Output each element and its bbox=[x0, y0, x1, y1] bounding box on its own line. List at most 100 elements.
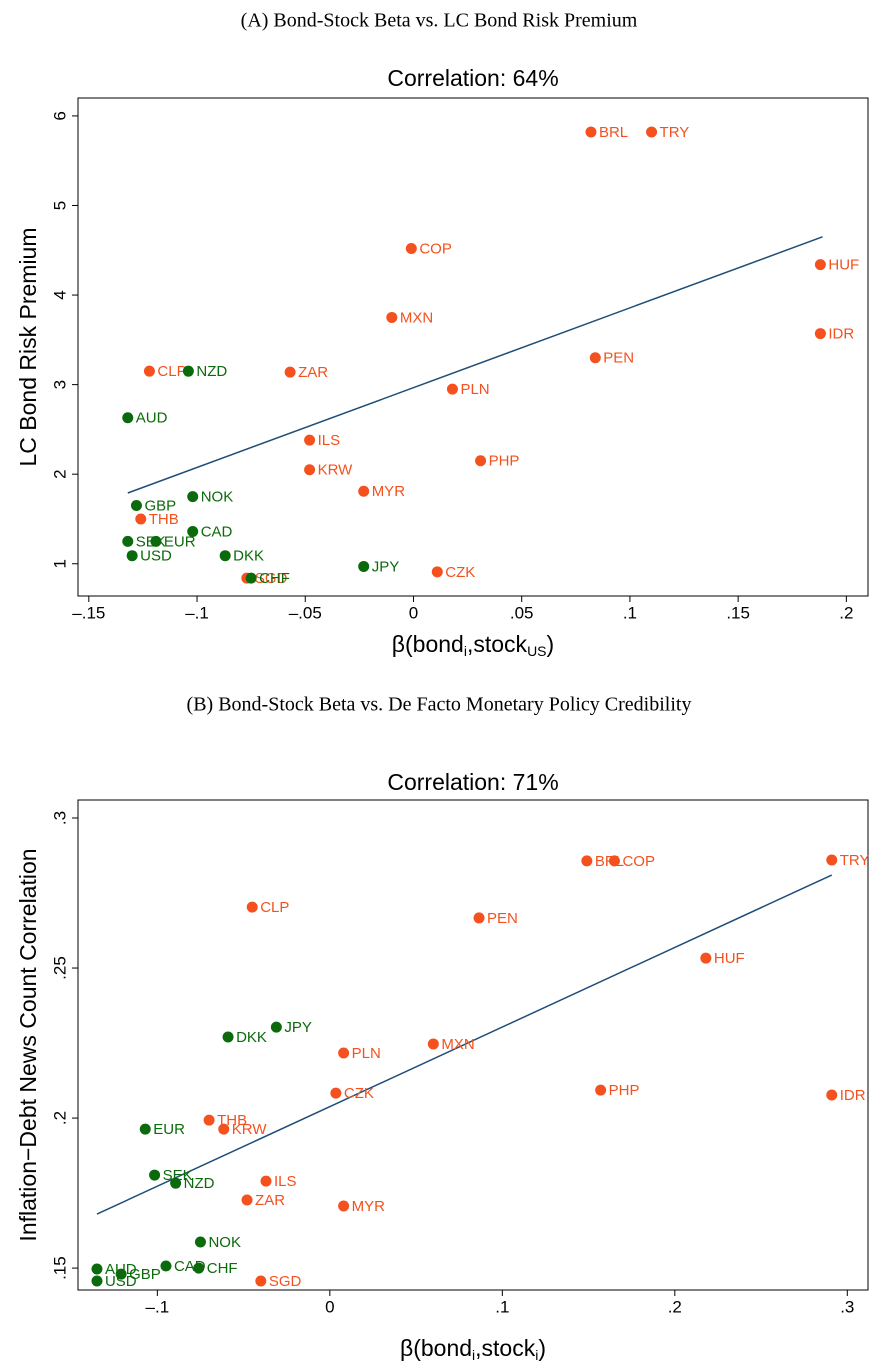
point bbox=[270, 1021, 282, 1033]
point-label: MYR bbox=[352, 1198, 386, 1215]
point bbox=[126, 550, 138, 562]
point-label: DKK bbox=[233, 548, 264, 565]
point-label: CHF bbox=[207, 1260, 238, 1277]
point-label: ILS bbox=[274, 1173, 297, 1190]
point bbox=[589, 352, 601, 364]
point-label: NOK bbox=[208, 1234, 241, 1251]
point bbox=[218, 1123, 230, 1135]
point-label: CZK bbox=[445, 564, 475, 581]
x-tick-label: .2 bbox=[668, 1297, 682, 1316]
x-tick-label: .1 bbox=[495, 1297, 509, 1316]
point-label: HUF bbox=[714, 950, 745, 967]
point bbox=[122, 535, 134, 547]
point bbox=[585, 126, 597, 138]
point bbox=[91, 1263, 103, 1275]
point bbox=[284, 366, 296, 378]
point bbox=[115, 1268, 127, 1280]
point-label: SEK bbox=[163, 1167, 193, 1184]
point bbox=[386, 311, 398, 323]
point bbox=[646, 126, 658, 138]
point-label: PLN bbox=[460, 381, 489, 398]
point bbox=[595, 1084, 607, 1096]
point bbox=[405, 242, 417, 254]
point-label: COP bbox=[419, 240, 452, 257]
point-label: BRL bbox=[599, 124, 628, 141]
point-label: HUF bbox=[828, 257, 859, 274]
y-tick-label: 3 bbox=[50, 380, 69, 389]
y-tick-label: 2 bbox=[50, 469, 69, 478]
y-tick-label: 5 bbox=[50, 201, 69, 210]
x-axis-label-subscript: US bbox=[527, 643, 546, 659]
point bbox=[139, 1123, 151, 1135]
point bbox=[187, 491, 199, 503]
y-tick-label: 6 bbox=[50, 111, 69, 120]
point bbox=[304, 434, 316, 446]
x-tick-label: –.1 bbox=[146, 1297, 170, 1316]
point bbox=[246, 901, 258, 913]
point bbox=[245, 572, 257, 584]
point bbox=[260, 1175, 272, 1187]
point-label: JPY bbox=[284, 1019, 312, 1036]
x-tick-label: –.1 bbox=[185, 603, 209, 622]
x-tick-label: .2 bbox=[839, 603, 853, 622]
point bbox=[338, 1200, 350, 1212]
point-label: CHF bbox=[259, 570, 290, 587]
point bbox=[135, 513, 147, 525]
point-label: TRY bbox=[660, 124, 690, 141]
point-label: IDR bbox=[840, 1087, 866, 1104]
point bbox=[608, 855, 620, 867]
point bbox=[330, 1087, 342, 1099]
point-label: USD bbox=[105, 1273, 137, 1290]
point bbox=[338, 1047, 350, 1059]
point bbox=[193, 1262, 205, 1274]
point-label: PEN bbox=[603, 350, 634, 367]
point bbox=[143, 365, 155, 377]
y-axis-label: Inflation−Debt News Count Correlation bbox=[15, 848, 41, 1241]
x-tick-label: .15 bbox=[726, 603, 750, 622]
point bbox=[150, 535, 162, 547]
y-tick-label: 4 bbox=[50, 290, 69, 299]
point-label: DKK bbox=[236, 1029, 267, 1046]
point-label: CLP bbox=[260, 899, 289, 916]
fit-line bbox=[96, 874, 833, 1215]
point-label: KRW bbox=[318, 462, 354, 479]
point bbox=[130, 500, 142, 512]
x-axis-label-part: β(bond bbox=[400, 1335, 472, 1361]
y-tick-label: .25 bbox=[50, 956, 69, 980]
x-axis-label-part: ,stock bbox=[467, 631, 528, 657]
point bbox=[219, 550, 231, 562]
y-tick-label: 1 bbox=[50, 559, 69, 568]
point-label: CLP bbox=[157, 363, 186, 380]
point bbox=[473, 912, 485, 924]
panel-heading: (A) Bond-Stock Beta vs. LC Bond Risk Pre… bbox=[241, 10, 638, 32]
x-tick-label: –.05 bbox=[289, 603, 322, 622]
plot-frame bbox=[77, 799, 869, 1291]
point bbox=[203, 1114, 215, 1126]
point-label: IDR bbox=[828, 326, 854, 343]
point bbox=[149, 1169, 161, 1181]
point-label: MXN bbox=[400, 309, 433, 326]
x-tick-label: 0 bbox=[409, 603, 418, 622]
point bbox=[160, 1260, 172, 1272]
point bbox=[814, 259, 826, 271]
point bbox=[358, 485, 370, 497]
point-label: PEN bbox=[487, 910, 518, 927]
x-tick-label: 0 bbox=[325, 1297, 334, 1316]
point-label: AUD bbox=[136, 410, 168, 427]
point-label: SGD bbox=[269, 1273, 302, 1290]
x-axis-label-part: β(bond bbox=[392, 631, 464, 657]
point-label: PHP bbox=[489, 453, 520, 470]
x-axis-label-part: ) bbox=[547, 631, 555, 657]
chart-title: Correlation: 64% bbox=[387, 65, 558, 91]
point bbox=[241, 1194, 253, 1206]
point bbox=[358, 560, 370, 572]
point-label: SGD bbox=[255, 570, 288, 587]
point-label: ILS bbox=[318, 432, 341, 449]
x-axis-label-part: ,stock bbox=[475, 1335, 536, 1361]
point-label: NZD bbox=[196, 363, 227, 380]
point-label: CAD bbox=[201, 523, 233, 540]
point bbox=[304, 464, 316, 476]
point-label: KRW bbox=[232, 1121, 268, 1138]
plot-frame bbox=[77, 97, 869, 597]
